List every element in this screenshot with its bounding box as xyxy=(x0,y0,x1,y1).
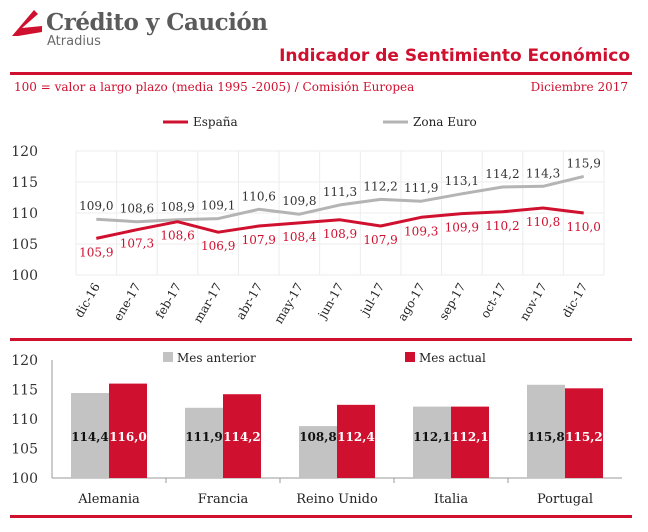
bar-data-label-mes-anterior: 114,4 xyxy=(71,430,109,444)
line-data-label-espana: 107,3 xyxy=(120,237,154,251)
page-title: Indicador de Sentimiento Económico xyxy=(279,46,630,66)
bar-data-label-mes-anterior: 111,9 xyxy=(185,430,223,444)
line-series-zona-euro xyxy=(96,174,585,224)
line-xtick-label: ago-17 xyxy=(395,281,428,324)
bar-data-label-mes-actual: 112,1 xyxy=(451,430,489,444)
line-data-label-espana: 110,8 xyxy=(526,215,560,229)
line-data-label-zona-euro: 114,3 xyxy=(526,166,560,180)
line-data-label-espana: 110,2 xyxy=(485,219,519,233)
line-data-label-zona-euro: 115,9 xyxy=(567,156,601,170)
bar-ytick-label: 105 xyxy=(11,442,38,458)
top-rule xyxy=(10,72,632,75)
line-xtick-label: dic-16 xyxy=(72,281,103,321)
bar-ytick-label: 120 xyxy=(11,353,38,369)
report-date: Diciembre 2017 xyxy=(530,80,628,94)
line-data-label-espana: 110,0 xyxy=(567,220,601,234)
line-data-label-zona-euro: 108,6 xyxy=(120,202,154,216)
line-data-label-espana: 108,9 xyxy=(323,227,357,241)
bar-data-label-mes-anterior: 115,8 xyxy=(527,430,565,444)
line-data-label-zona-euro: 109,1 xyxy=(201,199,235,213)
line-data-label-espana: 108,6 xyxy=(160,229,194,243)
bar-mes-anterior xyxy=(71,393,109,478)
bar-data-label-mes-actual: 114,2 xyxy=(223,430,261,444)
line-xtick-label: nov-17 xyxy=(517,281,550,324)
line-data-label-espana: 109,9 xyxy=(445,221,479,235)
brand-arrow-icon xyxy=(12,10,42,36)
line-data-label-zona-euro: 109,8 xyxy=(282,194,316,208)
line-data-label-zona-euro: 110,6 xyxy=(242,189,276,203)
line-data-label-zona-euro: 113,1 xyxy=(445,174,479,188)
line-xtick-label: jun-17 xyxy=(314,281,346,323)
bar-mes-actual xyxy=(451,406,489,478)
line-data-label-espana: 106,9 xyxy=(201,239,235,253)
line-xtick-label: oct-17 xyxy=(478,281,509,321)
bar-mes-actual xyxy=(565,388,603,478)
brand-sub: Atradius xyxy=(47,34,101,49)
bar-ytick-label: 100 xyxy=(11,471,38,487)
line-ytick-label: 120 xyxy=(11,144,38,160)
line-data-label-zona-euro: 111,3 xyxy=(323,185,357,199)
line-data-label-zona-euro: 111,9 xyxy=(404,181,438,195)
line-ytick-label: 100 xyxy=(11,268,38,284)
bar-data-label-mes-anterior: 112,1 xyxy=(413,430,451,444)
line-data-label-zona-euro: 114,2 xyxy=(485,167,519,181)
line-xtick-label: jul-17 xyxy=(357,281,387,320)
bar-mes-anterior xyxy=(413,406,451,478)
legend-swatch-mes-actual xyxy=(405,352,415,362)
bar-category-label: Reino Unido xyxy=(296,492,378,507)
chart-subtitle: 100 = valor a largo plazo (media 1995 -2… xyxy=(14,80,415,94)
line-data-label-espana: 107,9 xyxy=(242,233,276,247)
bottom-rule xyxy=(10,515,632,518)
line-xtick-label: feb-17 xyxy=(153,281,184,321)
line-ytick-label: 110 xyxy=(11,206,38,222)
bar-mes-actual xyxy=(109,383,147,478)
line-ytick-label: 105 xyxy=(11,237,38,253)
bar-ytick-label: 115 xyxy=(11,383,38,399)
bar-mes-anterior xyxy=(185,407,223,478)
line-xtick-label: dic-17 xyxy=(559,281,590,321)
line-ytick-label: 115 xyxy=(11,175,38,191)
line-xtick-label: may-17 xyxy=(272,281,306,327)
brand-name: Crédito y Caución xyxy=(46,9,268,36)
bar-mes-anterior xyxy=(527,384,565,478)
line-data-label-espana: 105,9 xyxy=(79,245,113,259)
line-data-label-espana: 107,9 xyxy=(363,233,397,247)
logo: Crédito y Caución Atradius xyxy=(8,4,268,58)
line-data-label-zona-euro: 109,0 xyxy=(79,199,113,213)
bar-mes-actual xyxy=(337,404,375,478)
legend-label-zona-euro: Zona Euro xyxy=(413,115,477,129)
legend-label-mes-anterior: Mes anterior xyxy=(177,351,256,365)
bar-category-label: Portugal xyxy=(537,492,593,507)
middle-rule xyxy=(10,338,632,341)
bar-data-label-mes-anterior: 108,8 xyxy=(299,430,337,444)
line-xtick-label: ene-17 xyxy=(111,281,144,324)
line-xtick-label: mar-17 xyxy=(191,281,225,326)
bar-ytick-label: 110 xyxy=(11,412,38,428)
bar-mes-anterior xyxy=(299,426,337,478)
line-data-label-espana: 109,3 xyxy=(404,224,438,238)
line-xtick-label: abr-17 xyxy=(233,281,265,323)
line-series-espana xyxy=(95,206,584,240)
line-data-label-espana: 108,4 xyxy=(282,230,317,244)
bar-data-label-mes-actual: 115,2 xyxy=(565,430,603,444)
bar-data-label-mes-actual: 116,0 xyxy=(109,430,147,444)
bar-category-label: Francia xyxy=(198,492,249,507)
line-data-label-zona-euro: 108,9 xyxy=(160,200,194,214)
legend-swatch-mes-anterior xyxy=(163,352,173,362)
bar-category-label: Italia xyxy=(434,492,468,507)
legend-label-mes-actual: Mes actual xyxy=(419,351,486,365)
bar-category-label: Alemania xyxy=(77,492,140,507)
bar-mes-actual xyxy=(223,394,261,478)
line-data-label-zona-euro: 112,2 xyxy=(363,179,397,193)
bar-data-label-mes-actual: 112,4 xyxy=(337,430,375,444)
line-xtick-label: sep-17 xyxy=(436,281,468,323)
legend-label-espana: España xyxy=(193,115,238,129)
